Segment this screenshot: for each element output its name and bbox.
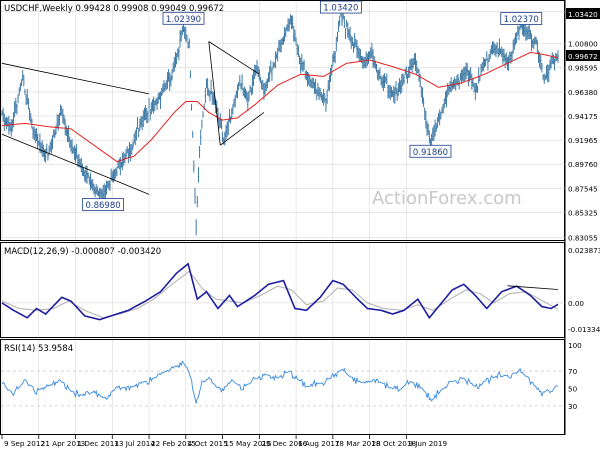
price-y-tick-7: 0.87545 (568, 184, 598, 193)
last-price-label-bg (566, 49, 600, 61)
price-y-tick-1: 1.00800 (568, 40, 598, 49)
x-label-4: 22 Feb 2015 (151, 439, 196, 448)
macd-signal-line (1, 270, 559, 319)
x-label-1: 21 Apr 2013 (41, 439, 85, 448)
macd-line (1, 262, 559, 321)
x-label-2: 1 Dec 2013 (78, 439, 119, 448)
axis-layer: 1.03420 1.00800 0.98595 0.96380 0.94175 0.919… (1, 8, 600, 448)
x-label-10: 28 Oct 2018 (372, 439, 417, 448)
price-y-tick-4: 0.94175 (568, 112, 598, 121)
annotation-box-4 (409, 144, 452, 158)
x-label-9: 18 Mar 2018 (335, 439, 381, 448)
price-y-tick-0-bg (566, 8, 600, 19)
macd-y-tick-2: -0.013346 (568, 325, 600, 334)
trendline-2 (208, 41, 260, 75)
rsi-y-tick-1: 70 (568, 367, 578, 376)
moving-average-line (1, 51, 559, 163)
price-y-tick-8: 0.85325 (568, 209, 598, 218)
rsi-line (1, 360, 559, 404)
annotation-label-3: 0.86980 (86, 201, 121, 211)
macd-y-tick-1: 0.00 (568, 299, 584, 308)
rsi-y-tick-0: 100 (568, 341, 582, 350)
annotation-box-0 (162, 11, 205, 25)
trendline-0 (1, 62, 150, 95)
annotation-box-3 (82, 198, 124, 211)
rsi-y-tick-3: 30 (568, 402, 578, 411)
watermark: ActionForex.com (372, 188, 522, 209)
annotation-label-1: 1.03420 (323, 4, 358, 14)
macd-y-tick-0: 0.023873 (568, 246, 600, 255)
x-label-3: 13 Jul 2014 (114, 439, 155, 448)
macd-trendline (507, 285, 559, 290)
x-label-11: 9 Jun 2019 (408, 439, 447, 448)
annotation-label-2: 1.02370 (504, 15, 539, 25)
rsi-layer (1, 340, 565, 434)
price-y-tick-2: 0.98595 (568, 64, 598, 73)
price-y-tick-0: 1.03420 (568, 10, 598, 19)
annotation-label-4: 0.91860 (413, 148, 448, 158)
x-label-5: 4 Oct 2015 (188, 439, 228, 448)
annotation-box-1 (319, 0, 362, 14)
price-y-tick-9: 0.83055 (568, 233, 598, 242)
last-price-label: 0.99672 (568, 52, 598, 61)
price-y-tick-6: 0.89760 (568, 160, 598, 169)
price-y-tick-3: 0.96380 (568, 88, 598, 97)
price-layer: 1.02390 1.03420 1.02370 0.86980 0.91860 (1, 0, 565, 240)
x-label-6: 15 May 2016 (225, 439, 272, 448)
macd-layer (1, 243, 565, 337)
price-y-tick-5: 0.91965 (568, 136, 598, 145)
x-label-8: 6 Aug 2017 (298, 439, 339, 448)
trendline-4 (208, 41, 221, 146)
macd-header: MACD(12,26,9) -0.000807 -0.003420 (4, 247, 161, 257)
annotation-box-2 (500, 12, 543, 25)
rsi-y-tick-2: 50 (568, 385, 578, 394)
x-label-7: 25 Dec 2016 (261, 439, 307, 448)
annotation-label-0: 1.02390 (166, 15, 201, 25)
price-header: USDCHF,Weekly 0.99428 0.99908 0.99049 0.… (4, 4, 224, 14)
trendline-3 (220, 112, 265, 146)
trendline-1 (1, 133, 150, 195)
rsi-panel-frame (0, 339, 565, 435)
x-label-0: 9 Sep 2012 (4, 439, 45, 448)
